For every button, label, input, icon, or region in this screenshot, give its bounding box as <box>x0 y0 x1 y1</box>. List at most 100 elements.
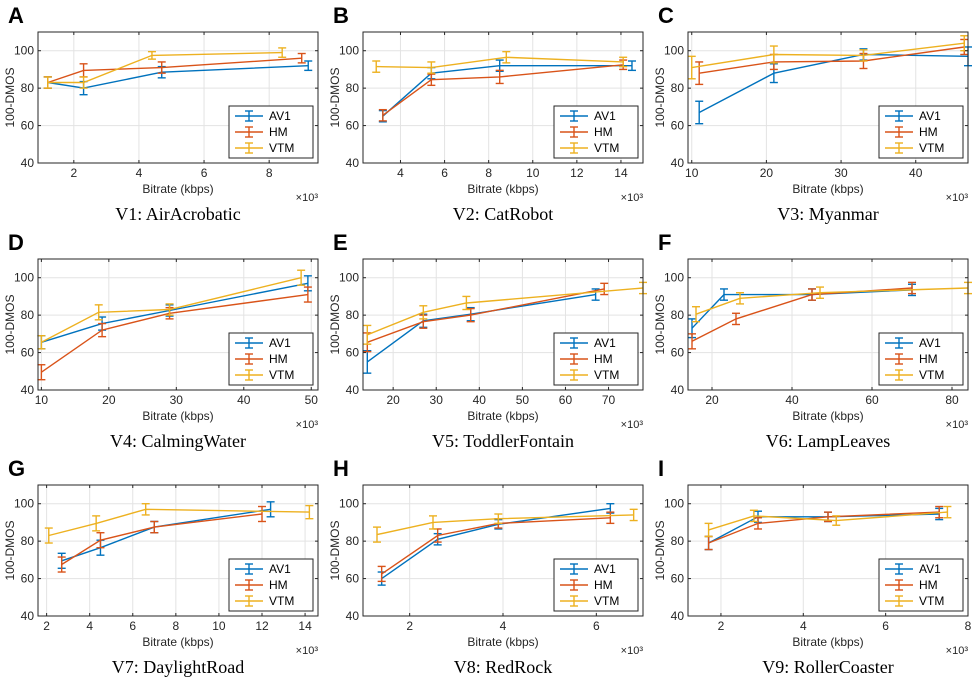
series-line-hm <box>41 293 308 373</box>
data-point-vtm <box>79 76 88 89</box>
y-tick-label: 100 <box>664 497 684 511</box>
x-tick-label: 6 <box>441 166 448 180</box>
data-point-vtm <box>43 76 52 89</box>
panel-letter: B <box>333 3 349 28</box>
data-point-vtm <box>429 515 437 530</box>
chart-title: V7: DaylightRoad <box>112 657 245 677</box>
y-axis-label: 100-DMOS <box>653 520 667 580</box>
legend-label: AV1 <box>919 336 941 350</box>
series-line-vtm <box>691 42 965 69</box>
data-point-hm <box>606 511 615 525</box>
axes-frame <box>687 258 969 391</box>
legend-label: HM <box>594 352 613 366</box>
data-point-hm <box>688 333 696 350</box>
x-tick-label: 40 <box>785 393 799 407</box>
y-tick-label: 80 <box>671 308 685 322</box>
x-tick-label: 20 <box>102 393 116 407</box>
data-point-vtm <box>692 306 700 323</box>
x-axis-multiplier: ×10³ <box>946 645 969 657</box>
data-point-av1 <box>304 60 313 72</box>
legend-entry-av1: AV1 <box>885 109 941 123</box>
y-tick-label: 40 <box>21 156 35 170</box>
y-tick-label: 60 <box>346 572 360 586</box>
data-point-vtm <box>704 522 713 538</box>
legend-label: HM <box>269 578 288 592</box>
series-line-av1 <box>41 282 309 343</box>
x-tick-label: 4 <box>500 619 507 633</box>
panel-h: 2 4 6 40 60 80 100 Bitrate (kbps) 100-DMOS ×10³ H V… <box>328 456 644 677</box>
data-point-hm <box>157 61 166 74</box>
y-tick-label: 80 <box>21 534 35 548</box>
series-line-av1 <box>382 64 632 117</box>
x-tick-label: 2 <box>43 619 50 633</box>
y-tick-label: 60 <box>671 346 685 360</box>
legend-entry-av1: AV1 <box>560 109 616 123</box>
x-tick-label: 12 <box>255 619 269 633</box>
y-tick-label: 40 <box>346 609 360 623</box>
legend: AV1 HM VTM <box>228 558 314 612</box>
x-tick-label: 60 <box>559 393 573 407</box>
legend-label: VTM <box>594 141 619 155</box>
legend: AV1 HM VTM <box>228 105 314 159</box>
data-point-hm <box>258 505 266 523</box>
y-tick-label: 60 <box>671 572 685 586</box>
legend-entry-hm: HM <box>560 578 613 592</box>
y-tick-label: 80 <box>671 534 685 548</box>
y-tick-label: 40 <box>21 383 35 397</box>
x-tick-label: 2 <box>70 166 77 180</box>
series-line-hm <box>381 517 611 575</box>
legend: AV1 HM VTM <box>878 558 964 612</box>
x-axis-multiplier: ×10³ <box>296 419 319 431</box>
data-point-av1 <box>720 288 728 301</box>
x-tick-label: 6 <box>593 619 600 633</box>
legend: AV1 HM VTM <box>878 332 964 386</box>
x-tick-label: 14 <box>298 619 312 633</box>
x-tick-label: 10 <box>212 619 226 633</box>
series-line-av1 <box>381 507 611 580</box>
data-point-hm <box>37 364 46 381</box>
y-tick-label: 80 <box>346 534 360 548</box>
chart-title: V5: ToddlerFontain <box>432 431 574 451</box>
legend-entry-av1: AV1 <box>235 109 291 123</box>
x-tick-label: 30 <box>170 393 184 407</box>
y-tick-label: 40 <box>346 383 360 397</box>
data-point-vtm <box>427 61 436 74</box>
legend-entry-hm: HM <box>885 578 938 592</box>
legend-label: VTM <box>269 141 294 155</box>
axes-frame <box>362 258 644 391</box>
x-tick-label: 10 <box>526 166 540 180</box>
x-tick-label: 4 <box>136 166 143 180</box>
panel-letter: C <box>658 3 674 28</box>
y-tick-label: 60 <box>346 119 360 133</box>
x-tick-label: 8 <box>965 619 972 633</box>
series-line-av1 <box>61 508 271 562</box>
y-tick-label: 40 <box>671 156 685 170</box>
data-point-vtm <box>629 508 638 522</box>
y-tick-label: 60 <box>346 346 360 360</box>
x-tick-label: 40 <box>909 166 923 180</box>
legend: AV1 HM VTM <box>228 332 314 386</box>
x-axis-multiplier: ×10³ <box>946 192 969 204</box>
panel-i: 2 4 6 8 40 60 80 100 Bitrate (kbps) 100-DMOS ×10³ I… <box>653 456 972 677</box>
y-tick-label: 80 <box>346 81 360 95</box>
series-line-av1 <box>691 289 913 329</box>
legend-label: HM <box>919 578 938 592</box>
panel-c: 10 20 30 40 40 60 80 100 Bitrate (kbps) 100-DMOS ×… <box>653 3 972 224</box>
axes-frame <box>37 484 319 617</box>
data-point-vtm <box>736 291 744 305</box>
legend-label: VTM <box>594 368 619 382</box>
legend-entry-hm: HM <box>560 352 613 366</box>
x-axis-label: Bitrate (kbps) <box>467 635 538 649</box>
y-axis-label: 100-DMOS <box>328 294 342 354</box>
data-point-hm <box>297 52 306 64</box>
data-point-vtm <box>147 50 156 60</box>
y-tick-label: 40 <box>346 156 360 170</box>
data-point-av1 <box>266 501 275 518</box>
legend-entry-hm: HM <box>885 352 938 366</box>
x-axis-multiplier: ×10³ <box>296 645 319 657</box>
legend-entry-vtm: VTM <box>885 368 944 382</box>
data-point-vtm <box>494 513 503 525</box>
data-point-hm <box>600 282 609 296</box>
legend-label: VTM <box>269 368 294 382</box>
